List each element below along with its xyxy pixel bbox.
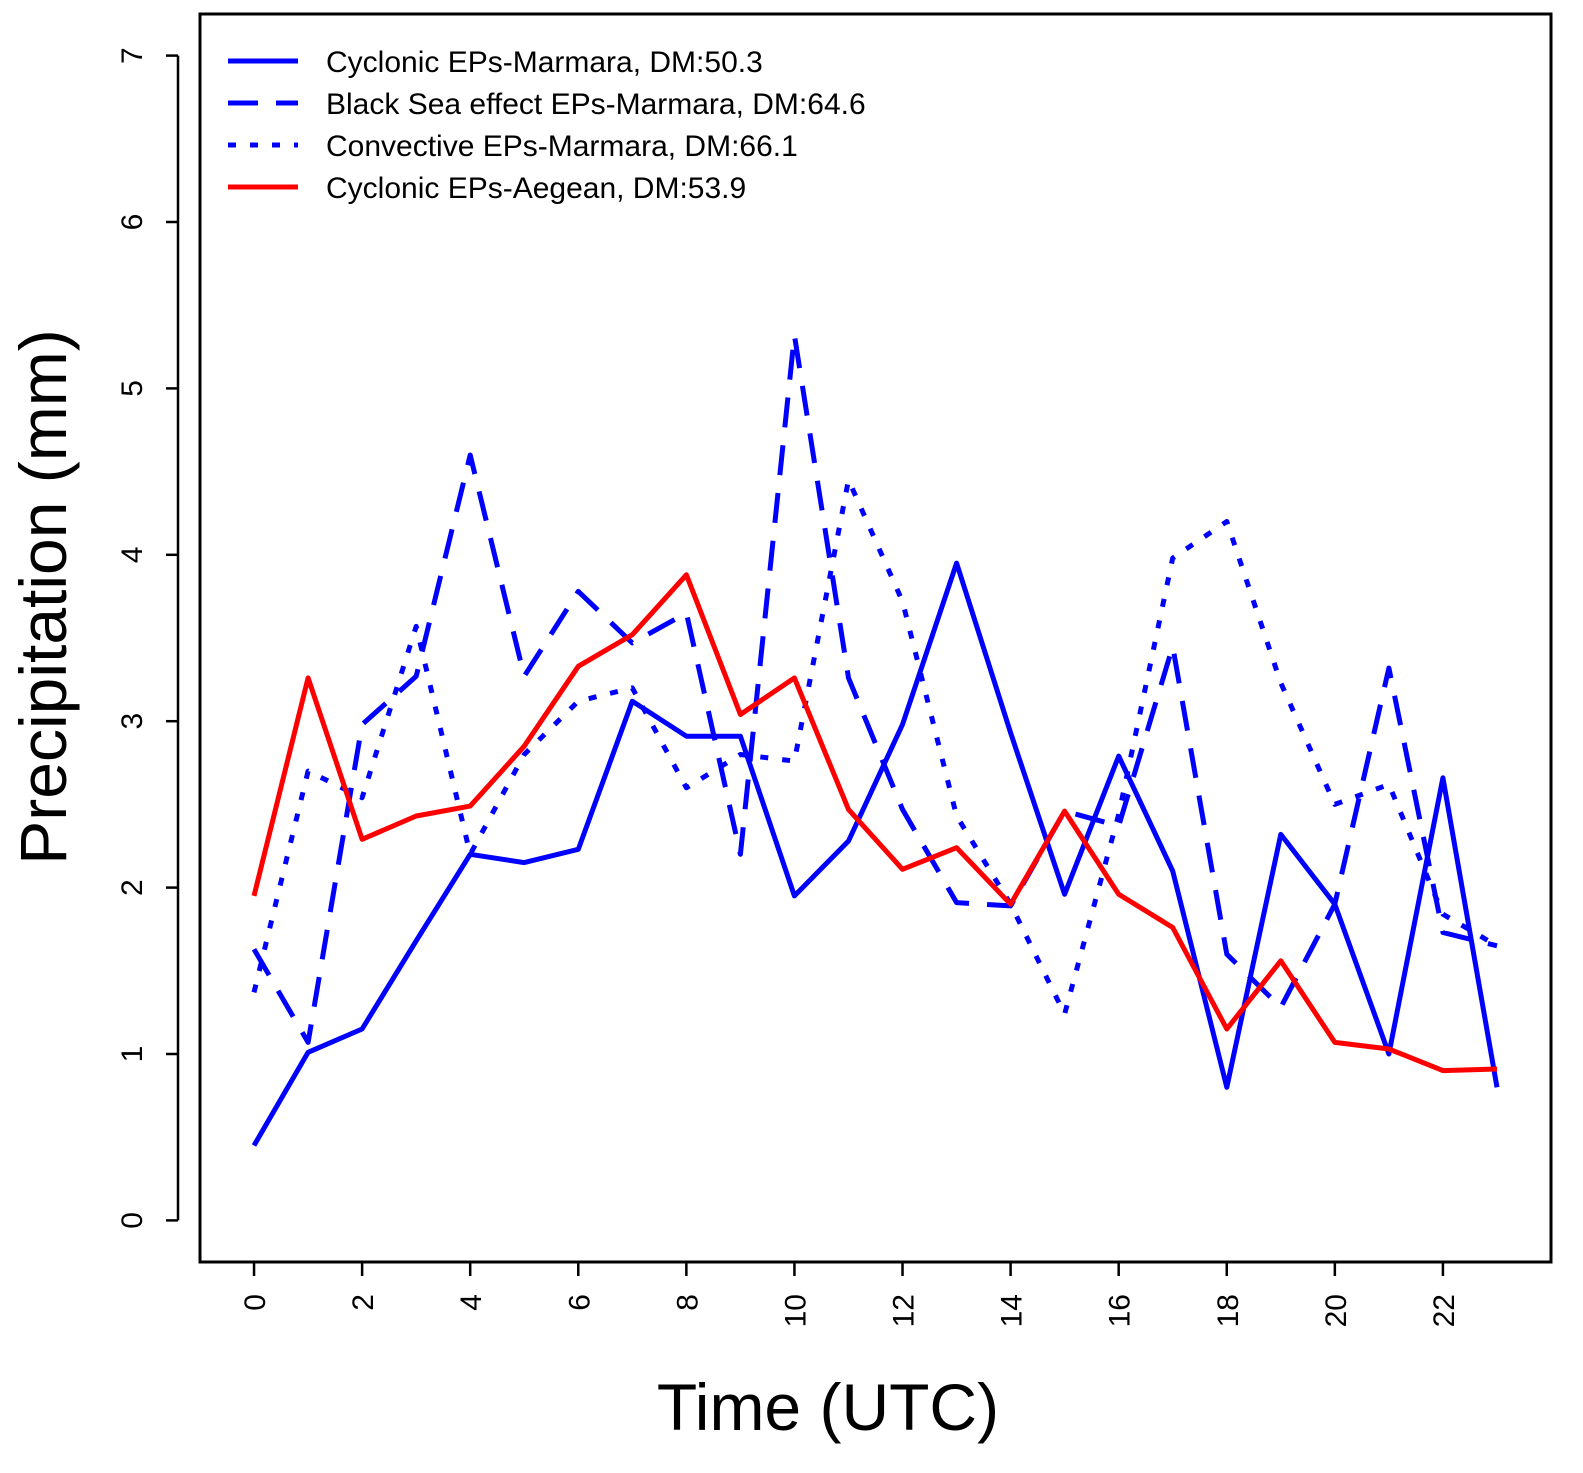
- x-axis: 0 2 4 6 8 10 12 14 16 18 20 22: [239, 1260, 1497, 1327]
- x-tick-label: 20: [1320, 1294, 1353, 1327]
- legend-label-1: Cyclonic EPs-Marmara, DM:50.3: [326, 46, 763, 79]
- x-tick-label: 10: [779, 1294, 812, 1327]
- y-tick-label: 0: [116, 1212, 149, 1229]
- y-axis: 0 1 2 3 4 5 6 7: [116, 47, 180, 1229]
- x-tick-label: 0: [239, 1294, 272, 1311]
- y-tick-label: 2: [116, 879, 149, 896]
- y-tick-label: 6: [116, 214, 149, 231]
- x-tick-label: 4: [455, 1294, 488, 1311]
- y-tick-label: 5: [116, 380, 149, 397]
- x-tick-label: 18: [1212, 1294, 1245, 1327]
- series-line-2: [251, 332, 1498, 1045]
- x-tick-label: 12: [888, 1294, 921, 1327]
- y-tick-label: 4: [116, 546, 149, 563]
- x-tick-label: 8: [671, 1294, 704, 1311]
- y-tick-label: 3: [116, 713, 149, 730]
- series-layer: [251, 332, 1500, 1147]
- legend-label-4: Cyclonic EPs-Aegean, DM:53.9: [326, 172, 746, 205]
- y-axis-title: Precipitation (mm): [6, 329, 80, 864]
- legend: Cyclonic EPs-Marmara, DM:50.3 Black Sea e…: [228, 46, 866, 205]
- y-tick-label: 1: [116, 1046, 149, 1063]
- x-tick-label: 22: [1428, 1294, 1461, 1327]
- series-line-1: [251, 560, 1500, 1147]
- series-line-3: [251, 477, 1499, 1017]
- legend-label-3: Convective EPs-Marmara, DM:66.1: [326, 130, 798, 163]
- x-axis-title: Time (UTC): [657, 1370, 999, 1444]
- series-line-4: [251, 572, 1498, 1074]
- x-tick-label: 14: [996, 1294, 1029, 1327]
- legend-label-2: Black Sea effect EPs-Marmara, DM:64.6: [326, 88, 866, 121]
- x-tick-label: 6: [563, 1294, 596, 1311]
- x-tick-label: 16: [1104, 1294, 1137, 1327]
- x-tick-label: 2: [347, 1294, 380, 1311]
- y-tick-label: 7: [116, 47, 149, 64]
